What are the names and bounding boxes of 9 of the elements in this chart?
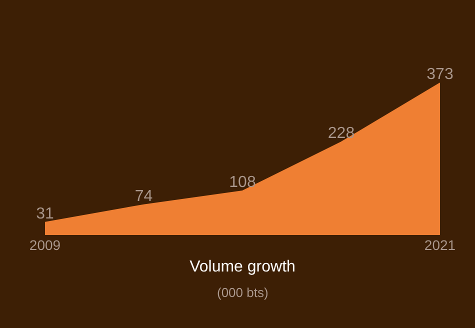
data-label: 108 — [229, 174, 256, 191]
data-label: 74 — [134, 188, 153, 205]
x-axis-title: Volume growth — [190, 258, 296, 276]
data-label: 31 — [36, 205, 54, 222]
data-label: 228 — [328, 125, 355, 142]
data-label: 373 — [426, 66, 454, 83]
x-tick-label: 2021 — [424, 237, 456, 253]
x-tick-label: 2009 — [29, 237, 61, 253]
text: (000 bts) — [217, 285, 268, 300]
